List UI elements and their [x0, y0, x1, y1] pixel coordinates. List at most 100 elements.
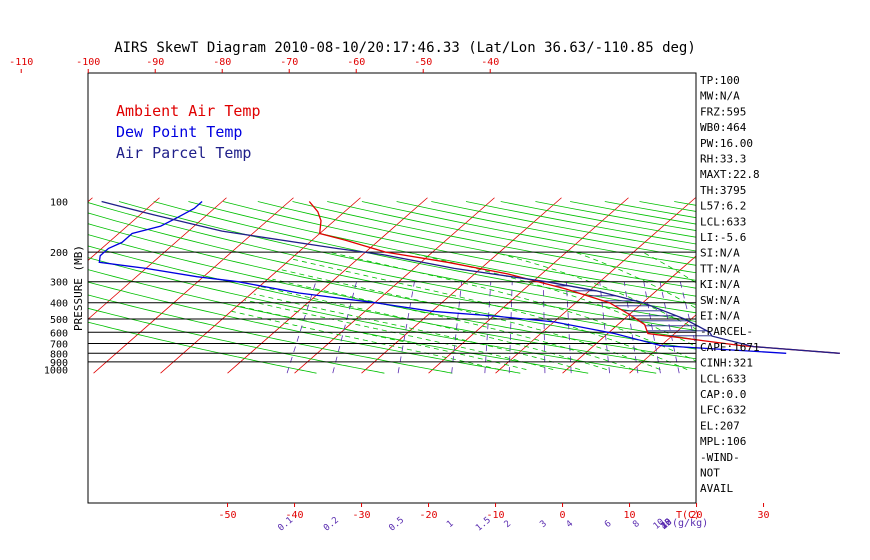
mixing-ratio-line [774, 282, 812, 373]
mixing-ratio-label: 6 [603, 519, 614, 530]
dry-adiabat [778, 202, 870, 374]
pressure-tick-label: 1000 [44, 366, 68, 377]
stat-label: WB0:464 [700, 121, 747, 134]
dry-adiabat [88, 307, 385, 374]
stat-label: PW:16.00 [700, 137, 753, 150]
dry-adiabat [88, 257, 657, 374]
stat-label: FRZ:595 [700, 105, 746, 118]
stat-label: CAP:0.0 [700, 388, 746, 401]
bottom-temperature-tick-label: 30 [758, 510, 770, 521]
y-axis-label: PRESSURE (MB) [72, 245, 85, 331]
mixing-ratio-line [451, 281, 463, 374]
dry-adiabat [88, 245, 696, 370]
dry-adiabat [88, 269, 589, 374]
isotherm [764, 198, 870, 373]
top-temperature-tick-label: -70 [280, 57, 298, 68]
stat-label: -PARCEL- [700, 325, 753, 338]
bottom-temperature-tick-label: -50 [219, 510, 237, 521]
sounding-series [98, 200, 840, 354]
stat-label: SW:N/A [700, 294, 740, 307]
temperature-line [308, 201, 840, 354]
isotherm [495, 197, 696, 374]
mixing-ratio-line [543, 281, 546, 374]
stat-label: SI:N/A [700, 247, 740, 260]
stat-label: TT:N/A [700, 262, 740, 275]
dry-adiabat [292, 201, 696, 281]
pressure-tick-label: 900 [50, 358, 68, 369]
legend-entry: Air Parcel Temp [116, 144, 251, 162]
isotherm [0, 198, 25, 373]
top-temperature-tick-label: -80 [213, 57, 231, 68]
mixing-ratio-label: 4 [565, 519, 576, 530]
pressure-tick-label: 800 [50, 349, 68, 360]
mixing-ratio-line [599, 281, 611, 374]
dry-adiabat [88, 281, 521, 374]
moist-adiabat [292, 258, 688, 370]
top-temperature-tick-label: -110 [9, 57, 33, 68]
moist-adiabat [259, 286, 607, 370]
temperature-unit-label: T(C) [676, 510, 700, 521]
chart-title: AIRS SkewT Diagram 2010-08-10/20:17:46.3… [114, 40, 696, 56]
dewpoint-line [98, 201, 787, 354]
legend-entry: Ambient Air Temp [116, 102, 261, 120]
mixing-ratio-line [623, 281, 639, 374]
stat-label: MAXT:22.8 [700, 168, 760, 181]
stat-label: MPL:106 [700, 435, 746, 448]
dry-adiabat [327, 201, 696, 274]
legend-entry: Dew Point Temp [116, 123, 242, 141]
bottom-temperature-tick-label: -30 [353, 510, 371, 521]
mixing-ratio-label: 1 [445, 519, 456, 530]
pressure-tick-label: 700 [50, 340, 68, 351]
stat-label: KI:N/A [700, 278, 740, 291]
moist-adiabat [574, 251, 696, 309]
top-temperature-tick-label: -100 [76, 57, 100, 68]
bottom-temperature-tick-label: -40 [286, 510, 304, 521]
moist-adiabat [281, 269, 661, 370]
mixing-ratio-label: 3 [538, 519, 549, 530]
mixing-ratio-line [643, 281, 661, 374]
stat-label: TH:3795 [700, 184, 746, 197]
legend: Ambient Air Temp Dew Point Temp Air Parcel… [116, 102, 261, 162]
mixing-ratio-line [679, 281, 696, 348]
moist-adiabat [253, 293, 581, 370]
top-temperature-tick-label: -40 [481, 57, 499, 68]
stat-label: LCL:633 [700, 372, 746, 385]
mixing-ratio-label: 0.2 [322, 515, 341, 533]
stat-label: L57:6.2 [700, 200, 746, 213]
pressure-tick-label: 100 [50, 198, 68, 209]
stats-panel: TP:100 MW:N/A FRZ:595 WB0:464 PW:16.00 RH:33.… [700, 74, 760, 495]
dry-adiabat [257, 201, 696, 289]
moist-adiabat [407, 251, 696, 347]
top-temperature-tick-label: -60 [347, 57, 365, 68]
stat-label: NOT [700, 467, 720, 480]
dry-adiabat [813, 202, 870, 374]
bottom-temperature-tick-label: -10 [487, 510, 505, 521]
stat-label: -WIND- [700, 451, 740, 464]
pressure-tick-label: 200 [50, 248, 68, 259]
stat-label: RH:33.3 [700, 153, 746, 166]
background-grid [0, 197, 870, 374]
top-temperature-tick-label: -90 [146, 57, 164, 68]
dry-adiabat [848, 202, 870, 374]
bottom-temperature-tick-label: 0 [560, 510, 566, 521]
mixing-ratio-line [565, 281, 572, 374]
mixing-ratio-line [286, 281, 317, 374]
stat-label: TP:100 [700, 74, 740, 87]
pressure-tick-label: 300 [50, 278, 68, 289]
stat-label: LI:-5.6 [700, 231, 746, 244]
mixing-ratio-label: 2 [503, 519, 514, 530]
plot-frame [87, 72, 697, 504]
mixing-ratio-label: 0.5 [387, 515, 406, 533]
stat-label: EI:N/A [700, 310, 740, 323]
dry-adiabat [88, 223, 696, 350]
dry-adiabat [188, 201, 696, 305]
isotherm [88, 197, 227, 320]
bottom-temperature-tick-label: -20 [420, 510, 438, 521]
dry-adiabat [153, 201, 696, 314]
mixing-ratio-line [659, 281, 680, 374]
stat-label: LFC:632 [700, 404, 746, 417]
mixing-ratio-line [397, 281, 415, 374]
mixing-ratio-line [332, 281, 357, 374]
stat-label: AVAIL [700, 482, 733, 495]
